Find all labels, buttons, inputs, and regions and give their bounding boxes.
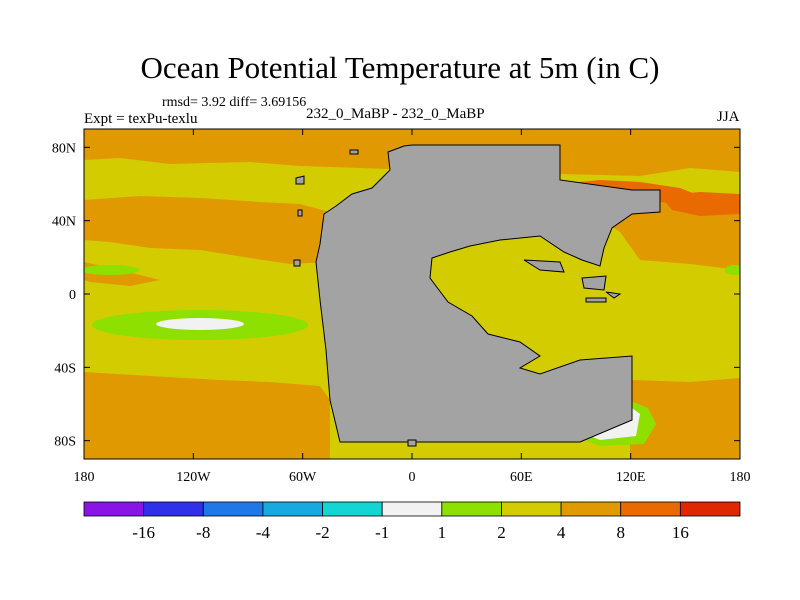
y-tick-label: 40S	[54, 361, 76, 376]
x-tick-label: 120W	[176, 470, 211, 485]
colorbar-swatch	[381, 501, 443, 517]
y-axis: 80N 40N 0 40S 80S	[52, 141, 740, 450]
colorbar	[83, 501, 741, 517]
colorbar-label: 8	[616, 523, 625, 542]
plot-title: Ocean Potential Temperature at 5m (in C)	[140, 50, 660, 85]
x-tick-label: 180	[730, 470, 751, 485]
colorbar-labels: -16 -8 -4 -2 -1 1 2 4 8 16	[132, 523, 689, 542]
x-tick-label: 60E	[510, 470, 533, 485]
x-tick-label: 120E	[616, 470, 646, 485]
land-mask	[293, 144, 661, 447]
colorbar-swatch	[501, 501, 562, 517]
colorbar-swatch	[202, 501, 264, 517]
colorbar-label: -1	[375, 523, 389, 542]
colorbar-label: 16	[672, 523, 689, 542]
y-tick-label: 80S	[54, 435, 76, 450]
x-tick-label: 180	[74, 470, 95, 485]
colorbar-swatch	[83, 501, 145, 517]
colorbar-swatch	[620, 501, 681, 517]
colorbar-swatch	[441, 501, 502, 517]
colorbar-label: -8	[196, 523, 210, 542]
y-tick-label: 40N	[52, 215, 76, 230]
x-axis: 180 120W 60W 0 60E 120E 180	[74, 129, 751, 485]
colorbar-swatch	[322, 501, 383, 517]
x-tick-label: 0	[409, 470, 416, 485]
colorbar-label: -2	[315, 523, 329, 542]
colorbar-label: 4	[557, 523, 566, 542]
y-tick-label: 80N	[52, 141, 76, 156]
colorbar-label: -4	[256, 523, 271, 542]
y-tick-label: 0	[69, 288, 76, 303]
colorbar-label: 1	[438, 523, 447, 542]
period-label: 232_0_MaBP - 232_0_MaBP	[306, 106, 485, 122]
colorbar-label: -16	[132, 523, 155, 542]
season-label: JJA	[717, 109, 740, 125]
colorbar-swatch	[679, 501, 741, 517]
colorbar-label: 2	[497, 523, 506, 542]
colorbar-swatch	[143, 501, 204, 517]
stats-label: rmsd= 3.92 diff= 3.69156	[162, 95, 307, 110]
x-tick-label: 60W	[289, 470, 317, 485]
colorbar-swatch	[560, 501, 622, 517]
experiment-label: Expt = texPu-texlu	[84, 111, 198, 127]
map-plot-area	[84, 129, 740, 459]
colorbar-swatch	[262, 501, 323, 517]
